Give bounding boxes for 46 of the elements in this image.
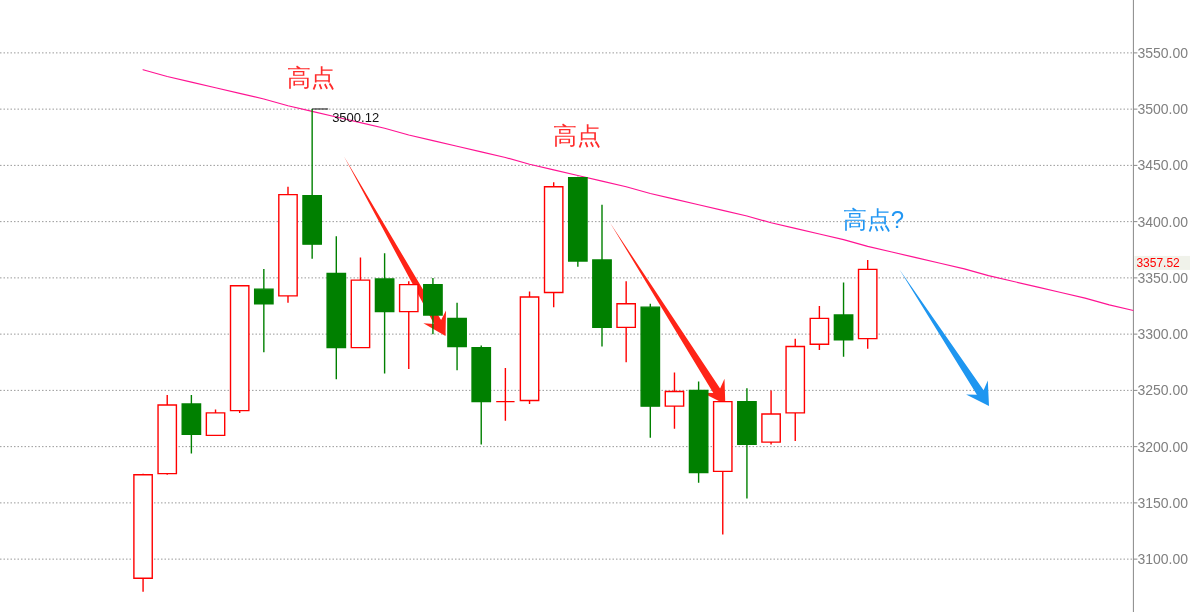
y-tick-label: 3350.00 — [1137, 269, 1189, 286]
candlestick — [761, 389, 781, 446]
annotation: 高点 — [552, 121, 601, 149]
candlestick — [181, 394, 202, 455]
y-tick-label: 3550.00 — [1137, 44, 1189, 61]
y-tick-label: 3200.00 — [1137, 438, 1189, 455]
annotation: 高点 — [287, 63, 336, 91]
candlestick — [229, 285, 250, 414]
candlestick — [205, 408, 226, 437]
candlestick — [737, 387, 757, 500]
candlestick — [640, 303, 661, 439]
candlestick — [495, 367, 516, 422]
y-tick-label: 3250.00 — [1137, 382, 1189, 399]
y-tick-label: 3500.00 — [1137, 101, 1189, 118]
candlestick — [664, 371, 685, 430]
candlestick — [133, 472, 153, 593]
candlestick — [616, 280, 637, 363]
y-tick-label: 3100.00 — [1137, 551, 1189, 568]
candlestick — [688, 380, 709, 484]
candlestick — [350, 256, 371, 349]
annotation: 高点? — [842, 205, 905, 233]
candlestick — [857, 259, 878, 350]
candlestick — [809, 305, 830, 351]
text: 3357.52 — [1136, 255, 1181, 270]
candlestick — [567, 175, 588, 268]
candlestick — [398, 280, 419, 370]
candlestick — [785, 337, 806, 442]
candlestick — [423, 277, 443, 335]
y-tick-label: 3450.00 — [1137, 157, 1189, 174]
candlestick — [374, 252, 395, 375]
candlestick — [278, 186, 298, 304]
candlestick — [471, 344, 492, 446]
candlestick — [302, 108, 323, 260]
candlestick — [157, 394, 178, 476]
annotation: 3500.12 — [332, 109, 380, 125]
y-tick-label: 3400.00 — [1137, 213, 1189, 230]
candlestick — [253, 268, 274, 353]
y-tick-label: 3300.00 — [1137, 326, 1189, 343]
y-tick-label: 3150.00 — [1137, 494, 1189, 511]
candlestick — [326, 235, 347, 380]
candlestick — [712, 400, 733, 536]
candlestick — [447, 301, 467, 371]
candlestick — [592, 204, 612, 348]
candlestick — [833, 281, 854, 358]
candlestick — [543, 181, 564, 308]
candlestick — [519, 290, 540, 405]
